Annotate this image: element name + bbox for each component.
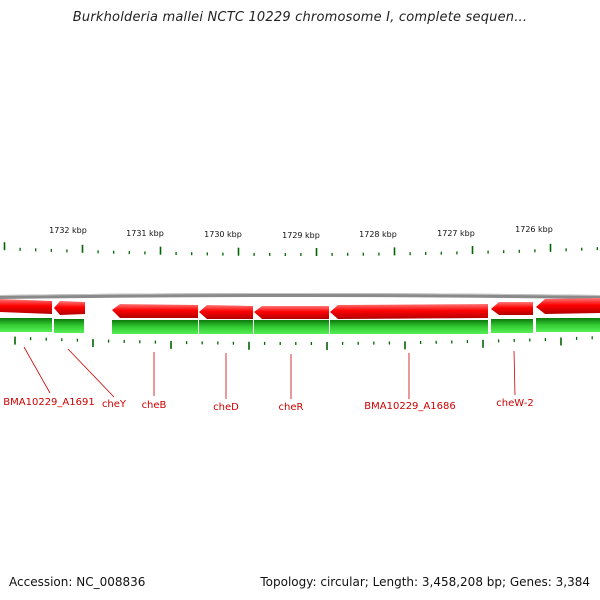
gene-label[interactable]: cheR — [279, 402, 304, 413]
backbone-ring-highlight — [0, 293, 600, 296]
gene-labels: BMA10229_A1691 cheY cheB cheD cheR BMA10… — [3, 397, 533, 413]
accession-label: Accession: NC_008836 — [9, 575, 146, 589]
gene-label[interactable]: cheB — [142, 400, 167, 411]
cds-feature[interactable] — [54, 301, 85, 315]
gene-track — [0, 318, 600, 334]
cds-feature[interactable] — [491, 302, 533, 315]
callout-line — [513, 350, 516, 396]
kbp-label: 1730 kbp — [204, 230, 242, 239]
gene-feature[interactable] — [199, 320, 253, 334]
gene-feature[interactable] — [0, 318, 52, 332]
gene-label[interactable]: cheW-2 — [496, 398, 533, 409]
backbone-ring — [0, 293, 600, 299]
gene-feature[interactable] — [112, 320, 198, 334]
map-title: Burkholderia mallei NCTC 10229 chromosom… — [72, 10, 528, 25]
gene-feature[interactable] — [536, 318, 600, 332]
kbp-label: 1732 kbp — [49, 226, 87, 235]
gene-feature[interactable] — [330, 320, 488, 334]
gene-label[interactable]: cheD — [213, 402, 239, 413]
kbp-label: 1731 kbp — [126, 229, 164, 238]
callout-line — [23, 346, 51, 394]
gene-label[interactable]: BMA10229_A1691 — [3, 397, 94, 408]
gene-label[interactable]: BMA10229_A1686 — [364, 401, 455, 412]
kbp-label: 1727 kbp — [437, 229, 475, 238]
cds-feature[interactable] — [254, 306, 329, 319]
gene-feature[interactable] — [491, 319, 533, 333]
gene-feature[interactable] — [54, 319, 84, 333]
kbp-label: 1728 kbp — [359, 230, 397, 239]
gene-feature[interactable] — [254, 320, 329, 334]
kbp-label: 1729 kbp — [282, 231, 320, 240]
callout-lines — [23, 346, 516, 399]
summary-label: Topology: circular; Length: 3,458,208 bp… — [260, 575, 590, 589]
scale-labels: 1732 kbp 1731 kbp 1730 kbp 1729 kbp 1728… — [49, 225, 553, 240]
cds-track — [0, 298, 600, 319]
gene-label[interactable]: cheY — [102, 399, 127, 410]
cds-feature[interactable] — [330, 304, 488, 319]
cds-feature[interactable] — [0, 299, 52, 314]
cds-feature[interactable] — [199, 305, 253, 319]
cds-feature[interactable] — [536, 298, 600, 314]
outer-tick-marks — [3, 242, 598, 256]
callout-line — [67, 348, 115, 398]
kbp-label: 1726 kbp — [515, 225, 553, 234]
inner-tick-marks — [14, 336, 593, 350]
cds-feature[interactable] — [112, 304, 198, 318]
